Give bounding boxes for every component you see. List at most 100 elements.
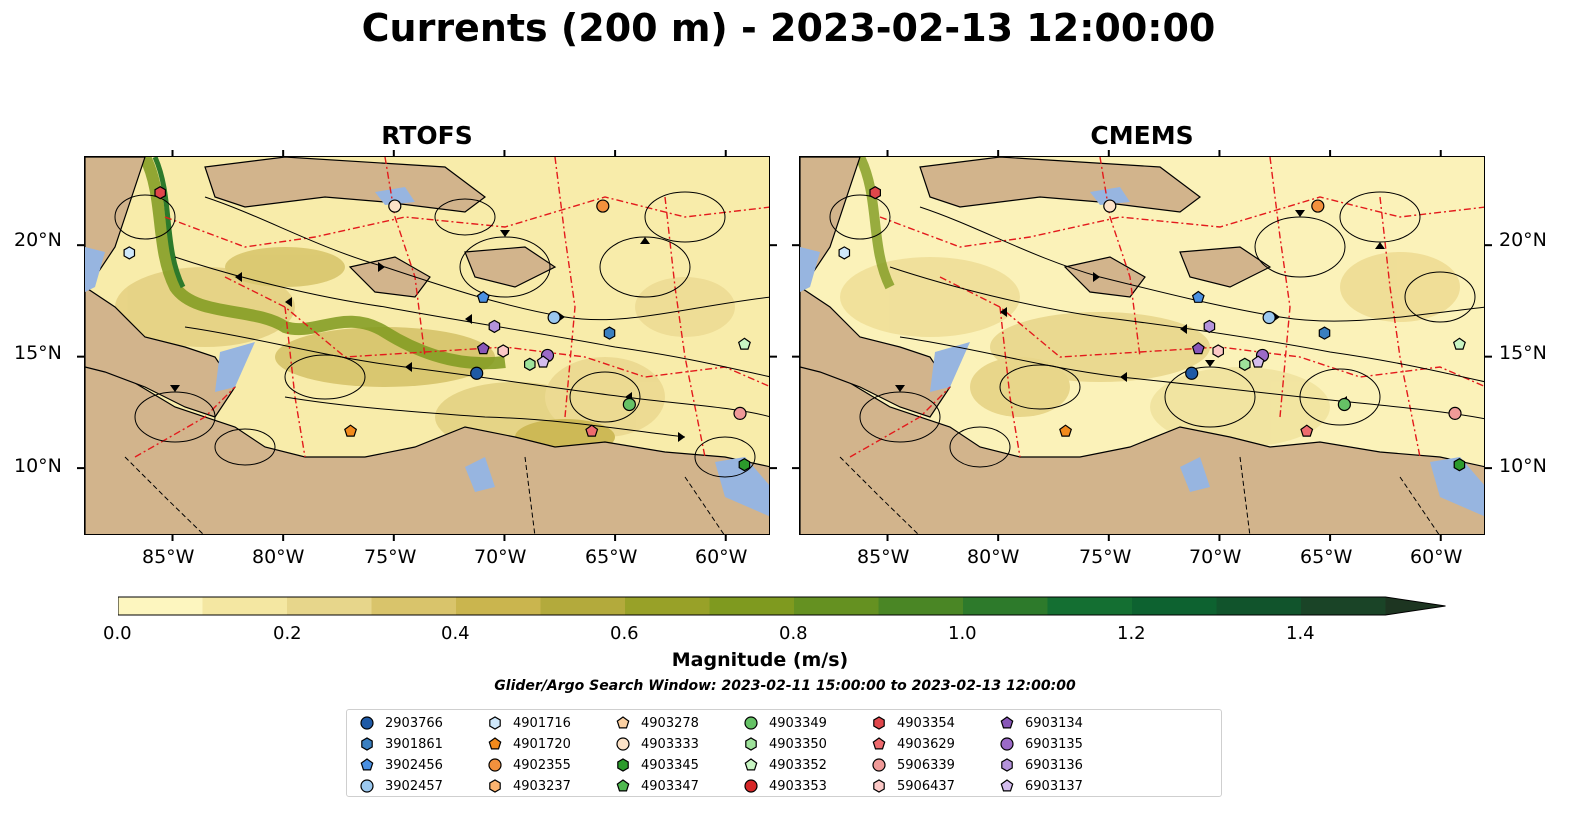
platform-marker-4903333	[388, 199, 402, 213]
platform-marker-2903766	[1185, 366, 1199, 380]
platform-marker-4903354	[154, 186, 167, 200]
platform-marker-3901861	[603, 326, 616, 340]
legend-item: 5906339	[871, 755, 955, 775]
axis-ticks	[77, 150, 1492, 541]
colorbar-segment	[794, 597, 879, 615]
legend-marker-icon	[361, 737, 373, 751]
legend-marker-icon	[360, 716, 374, 730]
shallow-water	[85, 187, 769, 517]
colorbar-segment	[118, 597, 203, 615]
platform-marker-3902456	[476, 290, 490, 303]
legend-marker-icon	[872, 758, 886, 772]
legend-item: 4902355	[487, 755, 571, 775]
lon-tick-label: 75°W	[1079, 546, 1132, 568]
colorbar-segment	[963, 597, 1048, 615]
legend-item: 3901861	[359, 734, 443, 754]
map-panel-cmems[interactable]	[799, 156, 1485, 535]
land	[800, 157, 1484, 534]
colorbar-label: Magnitude (m/s)	[671, 649, 849, 671]
map-canvas	[800, 157, 1484, 534]
current-jet	[139, 157, 506, 370]
legend-label: 4901716	[513, 715, 571, 731]
colorbar-segment	[709, 597, 795, 615]
legend-marker-icon	[873, 779, 885, 793]
platform-marker-6903134	[1191, 341, 1205, 355]
platform-marker-4903349	[622, 397, 636, 412]
platform-marker-5906339	[733, 406, 747, 420]
platform-marker-3902457	[1262, 310, 1276, 325]
colorbar-tick: 0.8	[779, 623, 808, 644]
legend-item: 4903278	[615, 713, 699, 733]
current-core	[152, 157, 186, 289]
legend-marker-icon	[616, 779, 630, 792]
lat-tick-label: 20°N	[1499, 229, 1547, 251]
legend-item: 4903349	[743, 713, 827, 733]
colorbar-tick: 1.4	[1286, 623, 1315, 644]
land	[85, 157, 769, 534]
colorbar-segment	[1047, 597, 1133, 615]
platform-marker-4903350	[1239, 357, 1251, 371]
platform-marker-6903136	[1203, 319, 1216, 334]
platform-marker-4903345	[738, 458, 751, 472]
legend-marker-icon	[360, 779, 374, 793]
legend-marker-icon	[873, 716, 885, 730]
lat-tick-label: 20°N	[14, 229, 62, 251]
legend-label: 4903347	[641, 778, 699, 794]
legend-label: 2903766	[385, 715, 443, 731]
colorbar-tick: 0.0	[103, 623, 132, 644]
platform-marker-4902355	[596, 199, 610, 213]
lon-tick-label: 80°W	[252, 546, 305, 568]
legend-item: 4903345	[615, 755, 699, 775]
legend-label: 3902456	[385, 757, 443, 773]
lon-tick-label: 60°W	[695, 546, 748, 568]
legend-marker-icon	[872, 737, 886, 750]
search-window-caption: Glider/Argo Search Window: 2023-02-11 15…	[494, 678, 1076, 694]
legend-marker-icon	[744, 716, 758, 730]
legend-marker-icon	[1000, 779, 1014, 792]
country-borders	[124, 456, 725, 534]
legend-marker-icon	[360, 758, 374, 771]
legend-label: 4903353	[769, 778, 827, 794]
colorbar-segment	[878, 597, 964, 615]
legend-marker-icon	[616, 737, 630, 751]
legend-item: 3902456	[359, 755, 443, 775]
panel-title-rtofs: RTOFS	[381, 121, 473, 150]
colorbar-segment	[625, 597, 710, 615]
legend-label: 4903629	[897, 736, 955, 752]
legend-marker-icon	[1001, 758, 1013, 772]
colorbar	[118, 596, 1446, 616]
colorbar-tick: 0.6	[610, 623, 639, 644]
legend-label: 4903278	[641, 715, 699, 731]
platform-marker-5906437	[1212, 344, 1224, 358]
legend-marker-icon	[488, 737, 502, 750]
lat-tick-label: 15°N	[14, 342, 62, 364]
colorbar-segment	[456, 597, 541, 615]
legend-item: 2903766	[359, 713, 443, 733]
legend-label: 4903354	[897, 715, 955, 731]
legend-label: 3902457	[385, 778, 443, 794]
map-panel-rtofs[interactable]	[84, 156, 770, 535]
colorbar-extend-arrow	[1385, 597, 1446, 615]
legend-item: 4903237	[487, 776, 571, 796]
legend-label: 6903135	[1025, 736, 1083, 752]
legend-marker-icon	[1000, 737, 1014, 751]
legend-item: 4903333	[615, 734, 699, 754]
colorbar-segment	[371, 597, 457, 615]
lon-tick-label: 65°W	[585, 546, 638, 568]
platform-marker-4903333	[1103, 199, 1117, 213]
colorbar-segment	[287, 597, 372, 615]
legend-marker-icon	[745, 737, 757, 751]
shallow-water	[800, 187, 1484, 517]
legend-label: 5906339	[897, 757, 955, 773]
legend-label: 4903333	[641, 736, 699, 752]
colorbar-tick: 0.2	[273, 623, 302, 644]
legend-item: 6903137	[999, 776, 1083, 796]
platform-marker-4901716	[838, 246, 851, 260]
legend-label: 4903345	[641, 757, 699, 773]
platform-marker-6903137	[536, 355, 550, 368]
lon-tick-label: 75°W	[364, 546, 417, 568]
platform-marker-2903766	[470, 366, 484, 380]
legend-item: 4903347	[615, 776, 699, 796]
legend-marker-icon	[1000, 716, 1014, 729]
platform-marker-4901720	[344, 424, 358, 437]
